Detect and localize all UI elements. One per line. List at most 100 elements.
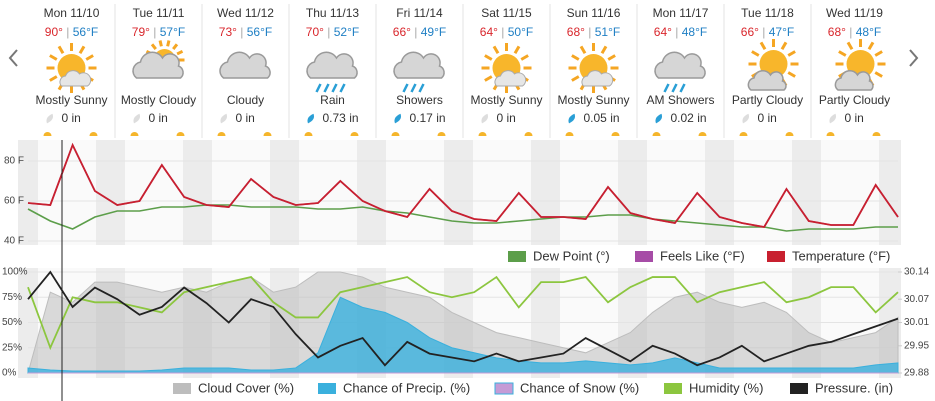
day-label: Mon 11/17 (653, 6, 709, 20)
night-stripe (540, 140, 560, 245)
temps: 68° | 48°F (828, 25, 881, 39)
day-label: Sat 11/15 (481, 6, 532, 20)
legend-swatch (318, 383, 336, 394)
condition: Mostly Sunny (557, 93, 629, 107)
day-column: Wed 11/19 68° | 48°F Partly Cloudy 0 in (810, 0, 898, 140)
y-tick-label: 80 F (4, 156, 24, 167)
series-line (27, 275, 899, 351)
y-tick-label: 40 F (4, 236, 24, 247)
cloud (581, 70, 614, 87)
sun-ray (150, 43, 157, 50)
sun-ray (520, 54, 529, 61)
high-temp: 73° (219, 25, 237, 39)
sun-ray (49, 75, 58, 82)
low-temp: 48°F (682, 25, 707, 39)
drop-icon (307, 113, 315, 124)
drop-icon (133, 113, 141, 124)
day-column: Tue 11/18 66° | 47°F Partly Cloudy 0 in (723, 0, 811, 140)
sun-ray (787, 50, 796, 57)
legend-swatch (173, 383, 191, 394)
precip: 0 in (845, 111, 864, 125)
y2-tick-label: 30.07 (904, 294, 929, 305)
weather-icon (46, 43, 97, 93)
drop-icon (481, 113, 489, 124)
day-column: Wed 11/12 73° | 56°F Cloudy 0 in (201, 0, 289, 140)
weather-icon (568, 43, 619, 93)
day-label: Tue 11/18 (741, 6, 794, 20)
drop-icon (568, 113, 576, 124)
legend-label: Feels Like (°F) (660, 248, 745, 263)
low-temp: 56°F (73, 25, 98, 39)
y2-tick-label: 29.95 (904, 340, 929, 351)
drop-icon (829, 113, 837, 124)
precip: 0.02 in (671, 111, 707, 125)
high-temp: 66° (393, 25, 411, 39)
sun-ray (158, 40, 163, 47)
drop-icon (742, 113, 750, 124)
sunrise (652, 132, 661, 136)
cloud (219, 51, 271, 79)
weather-icon (306, 51, 358, 93)
sun-ray (579, 45, 587, 55)
low-temp: 49°F (421, 25, 446, 39)
precip: 0.17 in (410, 111, 446, 125)
sunrise (826, 132, 835, 136)
sunset (437, 132, 446, 136)
y-tick-label: 60 F (4, 196, 24, 207)
sun-ray (172, 43, 179, 50)
cloud (494, 70, 527, 87)
sun-ray (49, 54, 58, 61)
legend-swatch (790, 383, 808, 394)
night-stripe (801, 140, 821, 245)
sunrise (478, 132, 487, 136)
rain-drop (315, 83, 322, 93)
precip: 0 in (497, 111, 516, 125)
legend-label: Humidity (%) (689, 380, 763, 395)
legend-swatch (635, 251, 653, 262)
series-line (27, 204, 898, 232)
sun-ray (484, 75, 493, 82)
cloud (132, 51, 184, 79)
sun-ray (513, 45, 521, 55)
night-stripe (714, 140, 734, 245)
low-temp: 56°F (247, 25, 272, 39)
low-temp: 57°F (160, 25, 185, 39)
next-arrow[interactable] (909, 49, 919, 67)
condition: Partly Cloudy (819, 93, 890, 107)
sunset (176, 132, 185, 136)
legend-label: Dew Point (°) (533, 248, 610, 263)
day-column: Sat 11/15 64° | 50°F Mostly Sunny 0 in (462, 0, 550, 140)
day-label: Wed 11/19 (826, 6, 883, 20)
sun-ray (176, 49, 184, 56)
sunset (872, 132, 881, 136)
high-temp: 66° (741, 25, 759, 39)
sunset (263, 132, 272, 136)
day-column: Mon 11/17 64° | 48°F AM Showers 0.02 in (636, 0, 724, 140)
sun-ray (759, 41, 767, 51)
prev-arrow[interactable] (8, 49, 18, 67)
day-column: Sun 11/16 68° | 51°F Mostly Sunny 0.05 in (549, 0, 637, 140)
low-temp: 47°F (769, 25, 794, 39)
sunset (89, 132, 98, 136)
sunrise (217, 132, 226, 136)
sunrise (565, 132, 574, 136)
sun-ray (787, 71, 796, 78)
night-stripe (18, 140, 38, 245)
cloud (834, 69, 874, 91)
sunset (611, 132, 620, 136)
rain-drop (410, 83, 417, 93)
rain-drop (331, 83, 338, 93)
rain-drop (679, 83, 686, 93)
temps: 64° | 48°F (654, 25, 707, 39)
day-label: Sun 11/16 (567, 6, 621, 20)
rain-drop (402, 83, 409, 93)
legend-swatch (508, 251, 526, 262)
weather-icon (747, 39, 799, 91)
night-stripe (879, 140, 901, 245)
high-temp: 79° (132, 25, 150, 39)
legend-swatch (494, 382, 514, 395)
low-temp: 48°F (856, 25, 881, 39)
low-temp: 50°F (508, 25, 533, 39)
condition: Cloudy (227, 93, 264, 107)
